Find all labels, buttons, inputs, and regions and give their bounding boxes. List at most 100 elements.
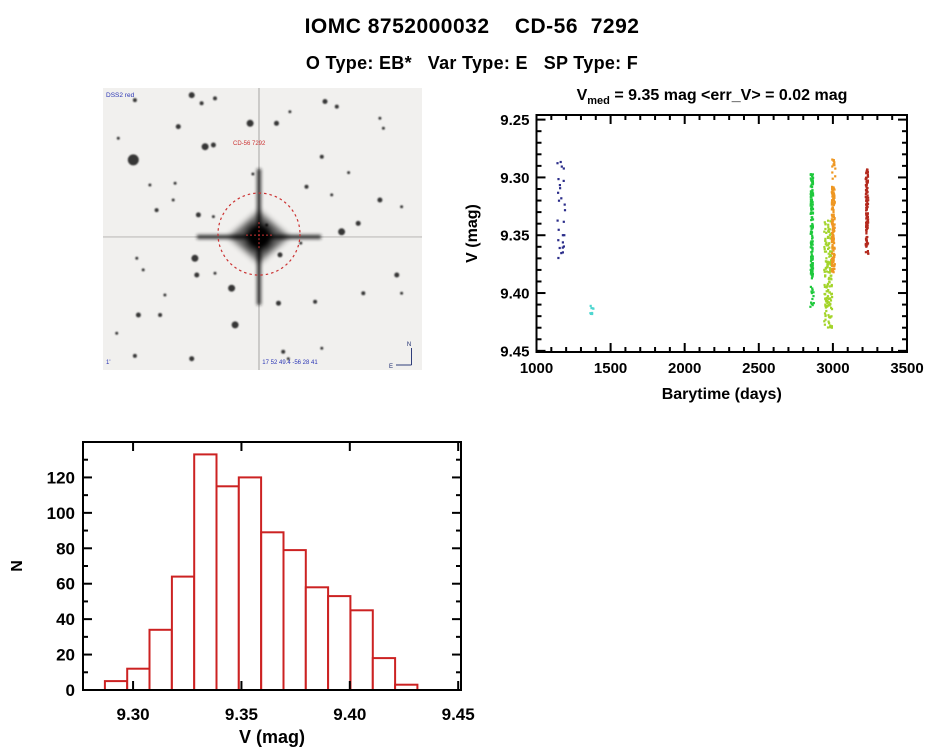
data-point: [828, 304, 831, 307]
data-point: [865, 206, 868, 209]
data-point: [824, 299, 827, 302]
data-point: [810, 224, 813, 227]
data-point: [810, 198, 813, 201]
data-point: [810, 219, 813, 222]
data-point: [827, 252, 830, 255]
data-point: [833, 223, 836, 226]
data-point: [560, 252, 563, 255]
data-point: [811, 203, 814, 206]
data-point: [864, 242, 867, 245]
y-tick-label: 9.30: [500, 170, 529, 187]
plot-box: [535, 114, 908, 353]
data-point: [829, 250, 832, 253]
data-cluster: [864, 168, 870, 248]
lightcurve-plot: 1000 1500 2000 2500 3000 3500 9.25 9.30 9.35 9.40…: [464, 112, 924, 403]
histogram-bar: [170, 575, 196, 692]
data-point: [831, 158, 834, 161]
histogram-bar: [237, 476, 263, 692]
data-cluster: [556, 160, 567, 260]
data-point: [831, 265, 834, 268]
data-point: [828, 267, 831, 270]
data-point: [833, 267, 836, 271]
star-dot: [400, 291, 404, 295]
y-tick-label: 9.40: [500, 286, 529, 303]
data-point: [826, 264, 829, 267]
star-dot: [320, 346, 324, 350]
coords-label: 17 52 49.4 -56 28 41: [262, 360, 318, 366]
data-point: [829, 232, 832, 235]
star-dot: [189, 356, 195, 362]
data-point: [833, 194, 836, 197]
data-point: [831, 258, 834, 261]
data-point: [829, 268, 832, 271]
data-point: [810, 255, 813, 258]
y-tick-label: 100: [47, 504, 75, 523]
y-tick-label: 80: [56, 539, 75, 558]
data-point: [830, 269, 833, 272]
star-dot: [231, 321, 239, 329]
data-point: [831, 244, 834, 247]
star-dot: [141, 268, 145, 272]
star-dot: [191, 254, 199, 262]
star-dot: [361, 291, 366, 296]
data-point: [810, 207, 813, 210]
data-point: [828, 228, 831, 231]
y-axis-label: V (mag): [464, 204, 481, 263]
data-point: [831, 215, 834, 218]
data-point: [562, 167, 565, 170]
data-point: [827, 314, 830, 317]
data-point: [811, 264, 814, 267]
scatter-title: Vmed = 9.35 mag <err_V> = 0.02 mag: [512, 87, 912, 107]
x-tick-label: 1500: [594, 360, 627, 377]
data-point: [809, 260, 813, 263]
data-point: [810, 292, 813, 295]
data-point: [824, 306, 827, 309]
y-tick-label: 60: [56, 575, 75, 594]
data-point: [831, 262, 834, 265]
data-point: [824, 318, 827, 321]
star-dot: [281, 349, 286, 354]
star-dot: [115, 331, 119, 335]
x-axis-label: V (mag): [239, 727, 305, 747]
star-dot: [355, 220, 361, 226]
data-point: [825, 266, 828, 269]
data-point: [825, 231, 828, 234]
data-point: [823, 292, 826, 296]
data-point: [809, 285, 812, 288]
star-dot: [188, 92, 195, 99]
data-point: [811, 269, 814, 272]
data-point: [811, 236, 814, 239]
data-point: [831, 195, 834, 198]
data-point: [811, 173, 814, 176]
data-point: [812, 295, 815, 298]
histogram-bar: [148, 628, 173, 692]
x-axis-label: Barytime (days): [662, 386, 782, 403]
data-point: [827, 297, 830, 300]
data-point: [562, 245, 565, 248]
data-point: [833, 226, 836, 229]
star-dot: [347, 171, 351, 175]
data-point: [866, 242, 870, 245]
data-point: [865, 229, 868, 232]
data-point: [865, 232, 868, 235]
histogram-bar: [260, 531, 285, 691]
data-point: [556, 162, 559, 165]
data-point: [557, 239, 560, 242]
star-dot: [377, 197, 383, 203]
data-point: [824, 227, 827, 231]
data-cluster: [823, 219, 834, 329]
data-point: [831, 189, 834, 192]
data-point: [824, 250, 828, 253]
data-point: [810, 262, 814, 266]
data-point: [809, 230, 813, 233]
x-tick-label: 3500: [890, 360, 923, 377]
data-point: [864, 237, 868, 240]
data-point: [828, 281, 831, 284]
compass-east-label: E: [389, 364, 393, 370]
data-point: [832, 204, 835, 207]
scale-label: 1': [106, 360, 110, 366]
data-point: [810, 202, 813, 205]
data-point: [834, 175, 837, 178]
data-point: [866, 227, 869, 230]
data-point: [831, 200, 834, 203]
